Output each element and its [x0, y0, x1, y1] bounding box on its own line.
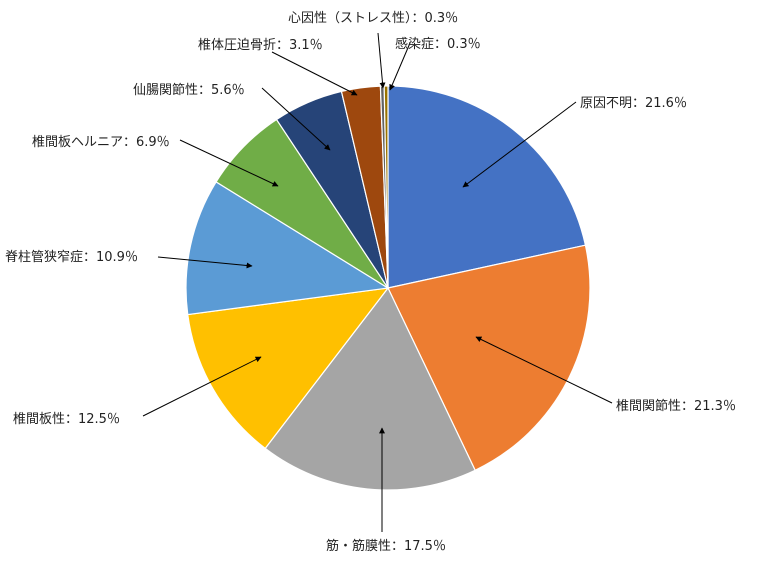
- label-disc-herniation: 椎間板ヘルニア：6.9％: [32, 135, 170, 150]
- slice-unknown-cause: [387, 85, 587, 289]
- label-compression-fracture: 椎体圧迫骨折：3.1％: [198, 38, 323, 53]
- leader-compression-fracture: [271, 51, 358, 96]
- label-myofascial: 筋・筋膜性：17.5％: [326, 538, 446, 554]
- leader-facet-joint: [475, 336, 613, 404]
- leader-spinal-stenosis: [157, 256, 253, 269]
- leader-lines: [142, 32, 613, 532]
- slice-facet-joint: [387, 244, 591, 472]
- leader-infection: [389, 42, 411, 91]
- leader-sacroiliac: [261, 87, 331, 151]
- pie-slices: [185, 85, 591, 491]
- label-discogenic: 椎間板性：12.5％: [13, 412, 120, 427]
- label-unknown-cause: 原因不明：21.6％: [580, 96, 687, 111]
- label-facet-joint: 椎間関節性：21.3％: [616, 399, 736, 414]
- slice-spinal-stenosis: [185, 181, 390, 316]
- leader-discogenic: [142, 356, 262, 417]
- label-spinal-stenosis: 脊柱管狭窄症：10.9％: [5, 249, 138, 265]
- leader-unknown-cause: [462, 101, 577, 188]
- label-sacroiliac: 仙腸関節性：5.6％: [133, 83, 245, 98]
- label-psychogenic: 心因性（ストレス性）：0.3％: [288, 11, 458, 26]
- slice-myofascial: [264, 286, 476, 491]
- slice-discogenic: [187, 287, 390, 450]
- leader-disc-herniation: [179, 139, 279, 187]
- leader-psychogenic: [377, 32, 386, 89]
- label-infection: 感染症：0.3％: [395, 36, 481, 52]
